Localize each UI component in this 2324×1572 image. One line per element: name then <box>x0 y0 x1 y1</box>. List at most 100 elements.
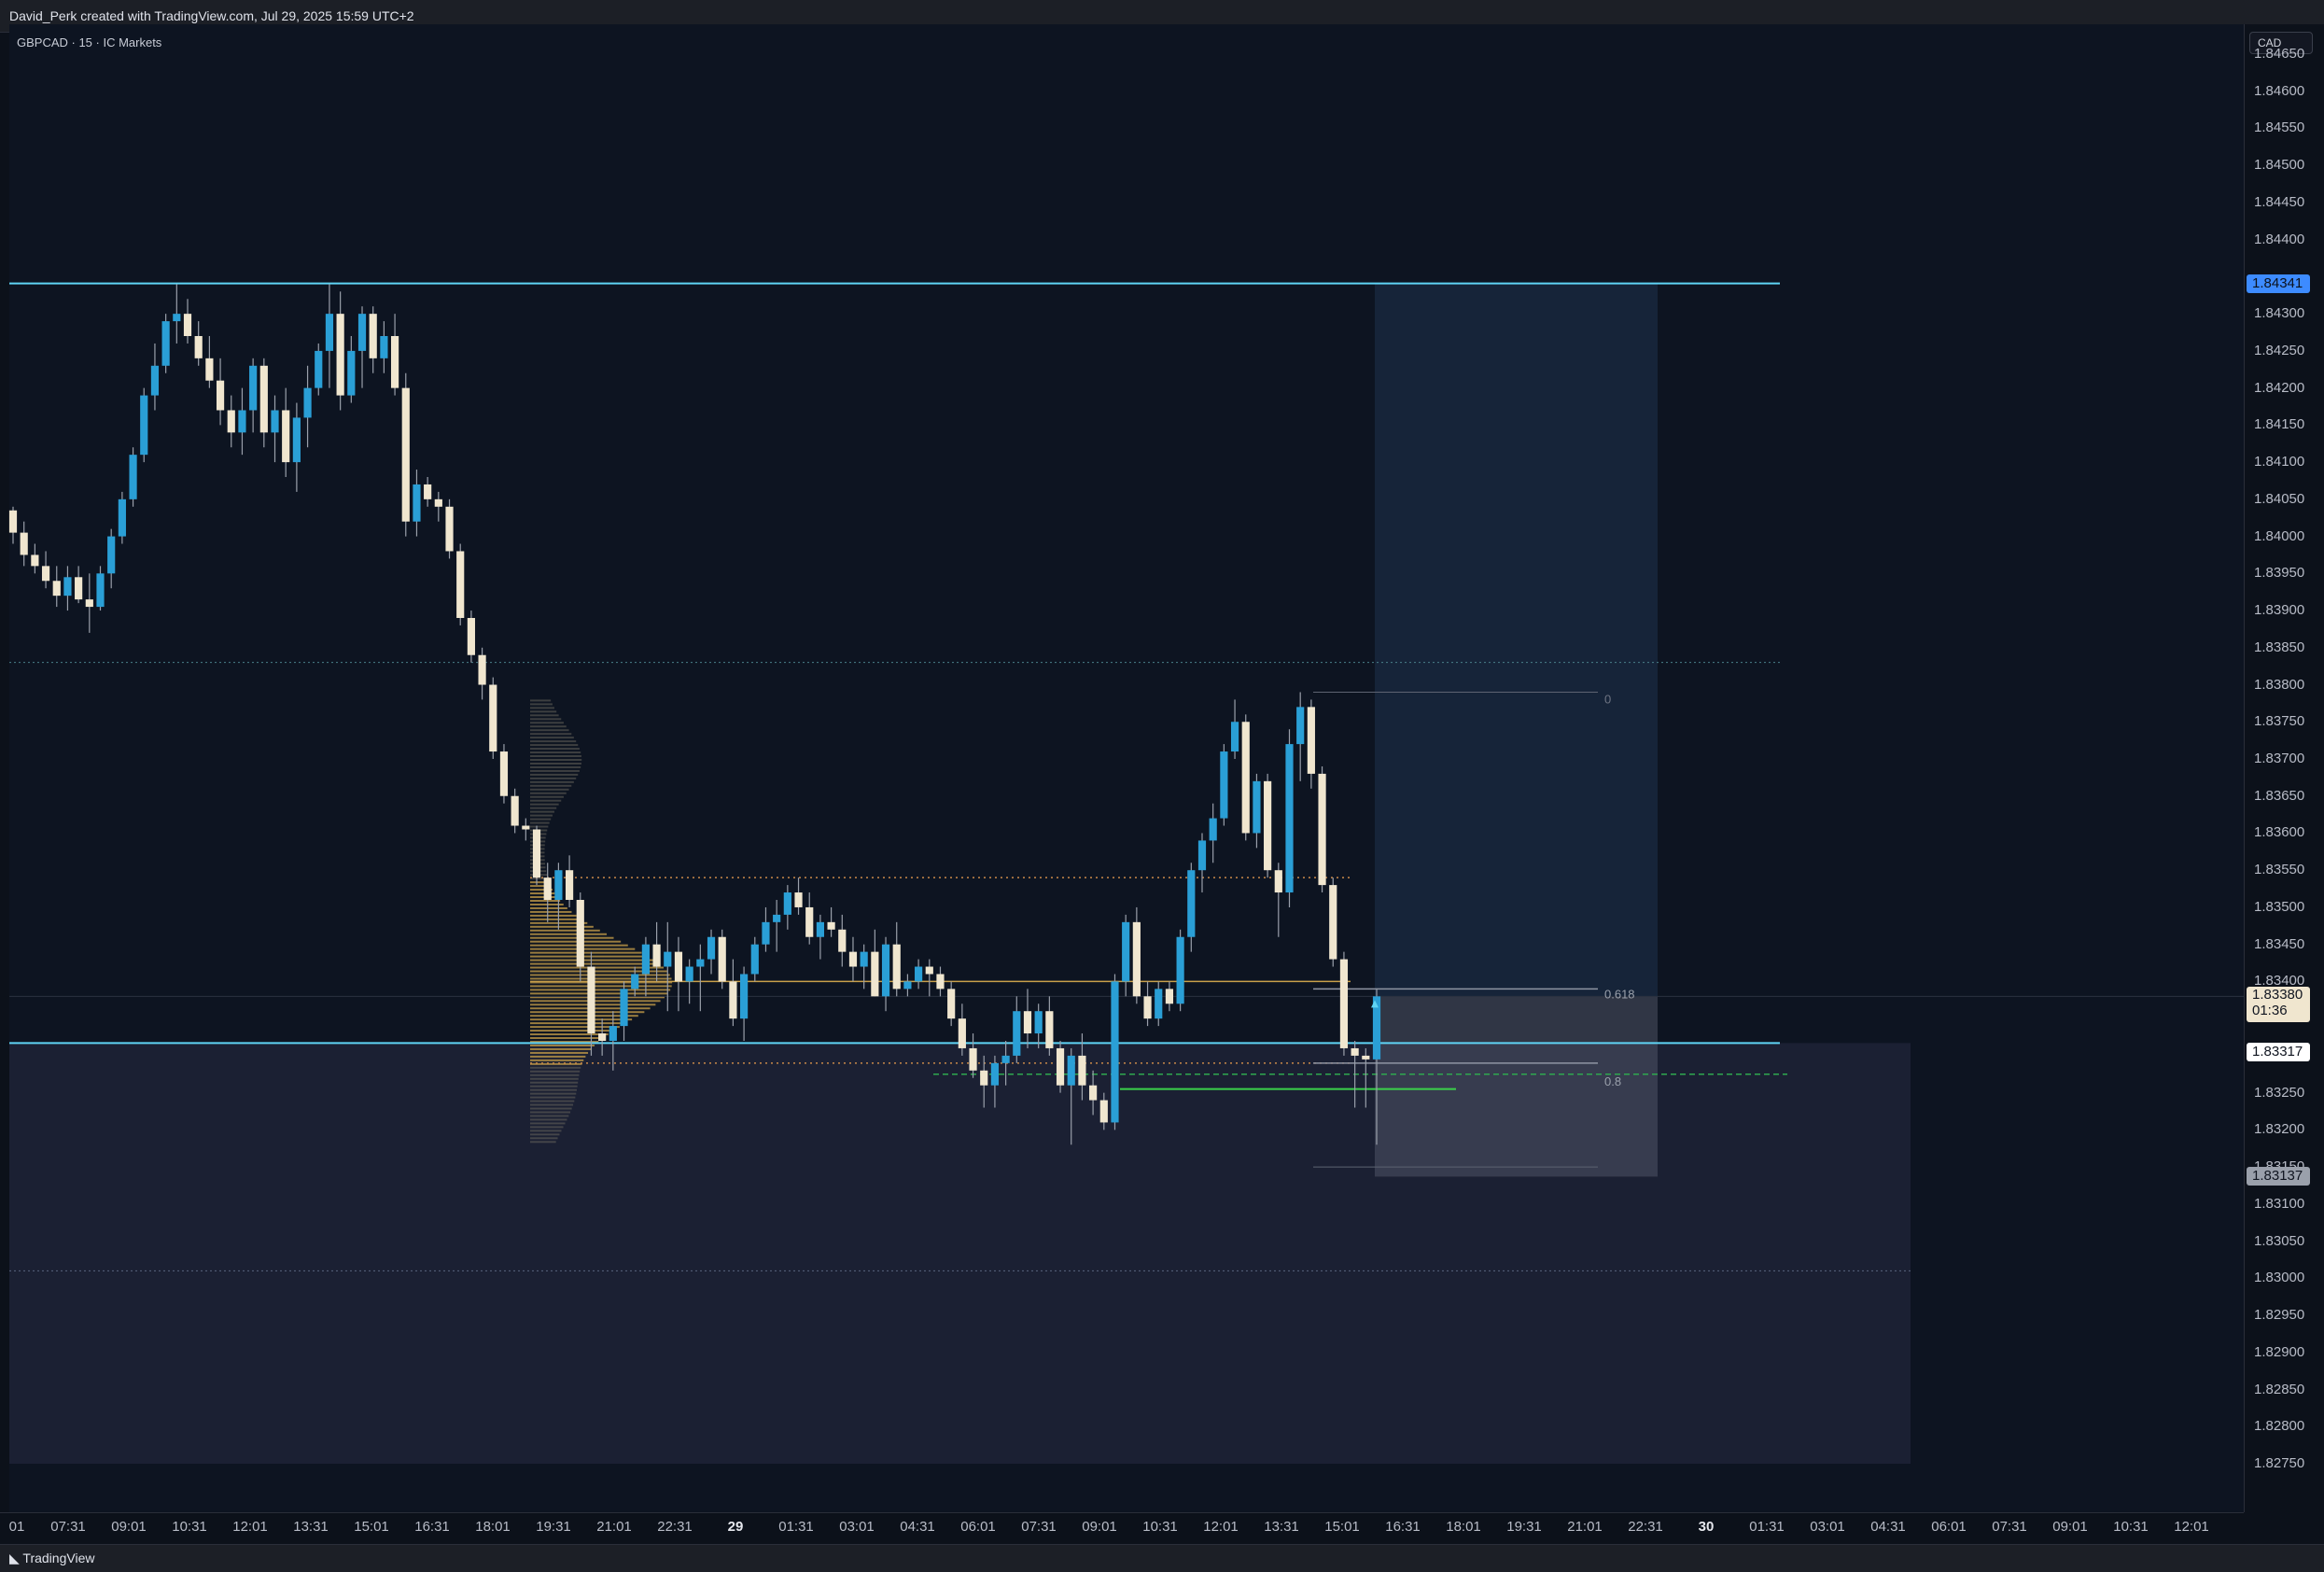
bull-candle <box>1111 981 1119 1123</box>
bull-candle <box>783 892 791 915</box>
bear-candle <box>1362 1055 1370 1060</box>
price-scale[interactable] <box>2244 24 2324 1512</box>
time-tick: 12:01 <box>2174 1519 2209 1535</box>
bear-candle <box>20 532 28 555</box>
bull-candle <box>1155 989 1163 1019</box>
bull-candle <box>150 365 160 396</box>
bear-candle <box>31 554 39 567</box>
price-tick: 1.83500 <box>2254 898 2305 915</box>
arrow-up-icon <box>1371 1000 1379 1008</box>
footer-bar: ◣ TradingView <box>0 1544 2324 1572</box>
time-tick: 03:01 <box>839 1519 875 1535</box>
volume-profile-bar <box>530 1141 556 1144</box>
bull-candle <box>1013 1011 1021 1056</box>
volume-profile-bar <box>530 1047 592 1050</box>
bull-candle <box>1209 818 1217 841</box>
price-tick: 1.84200 <box>2254 379 2305 396</box>
price-tick: 1.84050 <box>2254 490 2305 507</box>
price-tick: 1.82950 <box>2254 1307 2305 1324</box>
time-tick: 01:31 <box>1749 1519 1785 1535</box>
time-tick: 01:31 <box>778 1519 814 1535</box>
price-tick: 1.84550 <box>2254 119 2305 136</box>
price-tick: 1.83100 <box>2254 1195 2305 1212</box>
bear-candle <box>1045 1011 1054 1048</box>
price-tick: 1.83700 <box>2254 751 2305 766</box>
bull-candle <box>1230 722 1239 752</box>
bear-candle <box>424 484 432 499</box>
price-tick: 1.82800 <box>2254 1418 2305 1435</box>
volume-profile-bar <box>530 759 582 761</box>
volume-profile-bar <box>530 777 577 779</box>
time-tick: 07:31 <box>50 1519 86 1535</box>
time-tick: 16:31 <box>1385 1519 1421 1535</box>
bear-candle <box>652 944 661 967</box>
fib-0-label: 0 <box>1604 692 1611 706</box>
price-tick: 1.82750 <box>2254 1455 2305 1471</box>
bear-candle <box>456 551 465 618</box>
bull-candle <box>1253 780 1261 834</box>
volume-profile-bar <box>530 803 559 806</box>
bear-candle <box>838 929 847 952</box>
bear-candle <box>511 795 519 826</box>
volume-profile-bar <box>530 710 557 713</box>
last-price-value: 1.83380 <box>2252 987 2303 1004</box>
volume-profile-bar <box>530 748 580 751</box>
time-tick: 30 <box>1698 1519 1715 1535</box>
bear-candle <box>794 892 803 907</box>
volume-profile-bar <box>530 959 654 961</box>
price-tick: 1.83400 <box>2254 973 2305 990</box>
bear-candle <box>532 829 541 878</box>
bear-candle <box>1099 1100 1108 1123</box>
bear-candle <box>52 581 61 597</box>
price-tick: 1.84650 <box>2254 46 2305 62</box>
volume-profile-bar <box>530 1055 586 1058</box>
price-tick: 1.83600 <box>2254 824 2305 841</box>
price-tick: 1.83650 <box>2254 787 2305 804</box>
currency-button[interactable]: CAD <box>2249 32 2313 54</box>
volume-profile-bar <box>530 1062 582 1065</box>
volume-profile-bar <box>530 722 564 724</box>
volume-profile-bar <box>530 707 554 709</box>
bear-candle <box>871 951 879 997</box>
bear-candle <box>183 314 192 336</box>
price-tick: 1.84250 <box>2254 342 2305 358</box>
volume-profile-bar <box>530 1096 576 1099</box>
tv-logo-icon: ◣ <box>9 1551 20 1565</box>
bear-candle <box>969 1047 977 1071</box>
bull-candle <box>762 921 770 945</box>
price-tick: 1.84450 <box>2254 193 2305 210</box>
bull-candle <box>63 577 72 597</box>
price-tick: 1.83850 <box>2254 639 2305 655</box>
bull-candle <box>1220 751 1228 819</box>
volume-profile-bar <box>530 970 667 973</box>
bear-candle <box>390 336 399 388</box>
volume-profile-bar <box>530 1081 579 1084</box>
time-tick: 07:31 <box>1021 1519 1057 1535</box>
volume-profile-bar <box>530 1122 566 1125</box>
time-scale[interactable] <box>0 1512 2244 1545</box>
position-stop-zone <box>1375 996 1658 1177</box>
volume-profile-bar <box>530 733 572 736</box>
volume-profile-bar <box>530 1077 579 1080</box>
stop-price-label: 1.83137 <box>2247 1167 2310 1186</box>
volume-profile-bar <box>530 744 579 747</box>
bull-candle <box>129 455 137 499</box>
volume-profile-bar <box>530 1088 577 1091</box>
bull-candle <box>554 870 563 900</box>
tradingview-logo[interactable]: ◣ TradingView <box>9 1551 95 1565</box>
time-tick: 04:31 <box>900 1519 935 1535</box>
bear-candle <box>1264 780 1272 871</box>
volume-profile-bar <box>530 889 553 891</box>
bull-candle <box>325 314 334 351</box>
time-tick: 18:01 <box>475 1519 511 1535</box>
time-tick: 22:31 <box>1628 1519 1663 1535</box>
volume-profile-bar <box>530 762 581 765</box>
volume-profile-bar <box>530 1126 564 1129</box>
bear-candle <box>75 577 83 600</box>
bull-candle <box>816 921 825 937</box>
bull-candle <box>1296 707 1305 745</box>
volume-profile-bar <box>530 810 554 813</box>
volume-profile-bar <box>530 769 580 772</box>
symbol-title[interactable]: GBPCAD · 15 · IC Markets <box>17 35 162 49</box>
